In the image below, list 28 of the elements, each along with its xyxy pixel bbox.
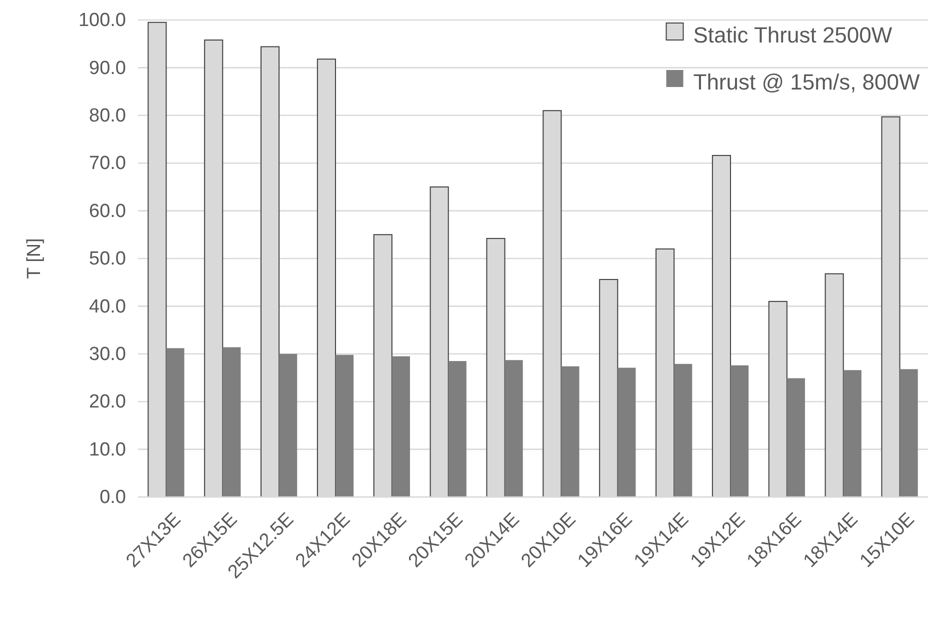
y-axis-title: T [N]	[24, 238, 45, 279]
bar	[392, 356, 410, 497]
bar	[843, 370, 862, 497]
bar	[730, 365, 749, 497]
legend-label: Thrust @ 15m/s, 800W	[693, 70, 920, 95]
bar	[448, 361, 466, 497]
y-tick-label: 90.0	[89, 58, 126, 79]
bar	[618, 368, 636, 497]
bar	[336, 354, 354, 497]
bar	[222, 347, 241, 497]
legend-label: Static Thrust 2500W	[693, 22, 892, 48]
y-tick-label: 30.0	[89, 344, 126, 365]
bar	[166, 348, 184, 497]
y-tick-label: 60.0	[89, 200, 126, 222]
y-tick-label: 100.0	[78, 10, 126, 32]
y-tick-label: 80.0	[89, 105, 126, 126]
bar	[786, 378, 805, 497]
bar	[279, 354, 298, 497]
bar	[561, 366, 580, 497]
bar	[674, 364, 692, 497]
y-tick-label: 70.0	[89, 153, 126, 174]
y-tick-label: 0.0	[100, 487, 126, 508]
bar	[900, 369, 918, 497]
bar	[504, 360, 523, 497]
y-tick-label: 50.0	[89, 248, 126, 270]
y-tick-label: 20.0	[89, 392, 126, 413]
y-tick-label: 10.0	[89, 439, 126, 460]
y-tick-label: 40.0	[89, 296, 126, 318]
